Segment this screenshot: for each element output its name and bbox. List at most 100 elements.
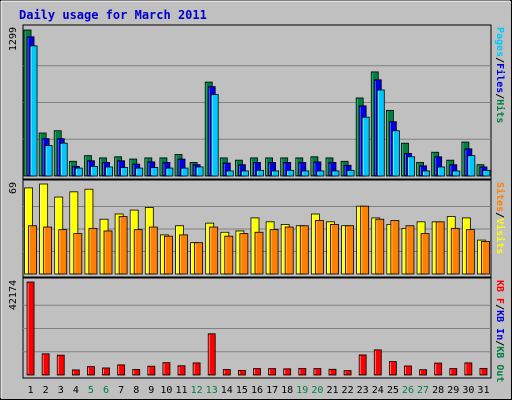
bar (118, 216, 128, 275)
x-tick-label: 31 (477, 385, 489, 396)
x-tick-label: 5 (88, 385, 94, 396)
panel-legend: KB F/KB In/KB Out (494, 280, 505, 382)
bar (452, 170, 461, 177)
x-tick-label: 7 (118, 385, 124, 396)
bar (361, 116, 370, 177)
bar (209, 226, 219, 275)
bar (150, 167, 159, 177)
panel-kbytes: 42174 KB F/KB In/KB Out (8, 277, 505, 382)
bar (192, 362, 201, 376)
bar (148, 226, 158, 275)
bar (482, 169, 491, 177)
legend-entry: / (494, 57, 505, 63)
bar (358, 354, 367, 376)
x-tick-label: 27 (417, 385, 429, 396)
x-tick-label: 4 (73, 385, 79, 396)
bar (314, 220, 324, 275)
bar (375, 218, 385, 275)
bar (105, 166, 113, 177)
bar (299, 225, 309, 275)
bar (90, 165, 98, 177)
bar (298, 367, 307, 376)
bar (133, 229, 143, 275)
bar (59, 142, 68, 177)
bar (41, 353, 50, 376)
x-tick-label: 18 (281, 385, 293, 396)
bar (301, 170, 310, 177)
bar (43, 226, 53, 275)
bar (464, 362, 473, 376)
bar (407, 156, 415, 177)
x-tick-label: 6 (103, 385, 109, 396)
bar (195, 166, 204, 177)
bar (210, 94, 219, 177)
bar (284, 226, 294, 275)
bar (346, 169, 355, 177)
bar (26, 281, 35, 376)
bar (29, 45, 38, 177)
bar (404, 365, 412, 376)
x-tick-label: 21 (326, 385, 338, 396)
x-tick-label: 19 (296, 385, 308, 396)
bar (449, 368, 458, 376)
bar (271, 170, 279, 177)
bar (437, 166, 446, 177)
bar (286, 169, 295, 177)
bar (102, 367, 110, 376)
bar (135, 167, 144, 177)
bar (373, 349, 382, 376)
bar (56, 354, 65, 376)
bar (481, 240, 490, 275)
x-tick-label: 3 (58, 385, 64, 396)
bar (376, 89, 385, 177)
bar (253, 368, 261, 376)
x-axis-tick-labels: 1 2 3 4 5 6 7 8 9 10 11 12 13 14 15 16 17 18 19 20 21 22 23 24 2… (28, 385, 490, 396)
bar (388, 361, 397, 376)
bar (241, 170, 249, 177)
panel-max-label: 42174 (8, 280, 19, 310)
bar (313, 368, 322, 376)
bar (479, 367, 488, 376)
legend-entry: KB In (494, 310, 505, 340)
bar (71, 369, 80, 376)
legend-entry: Hits (494, 99, 506, 123)
bar (391, 130, 400, 177)
bar (283, 368, 292, 376)
series-pages (29, 45, 491, 177)
bar (360, 205, 370, 275)
bar (103, 230, 113, 275)
bar (87, 366, 95, 376)
x-tick-label: 20 (311, 385, 323, 396)
panel-visits-sites: 69 Sites/Visits (8, 179, 506, 278)
legend-entry: / (494, 340, 505, 346)
bar (73, 233, 83, 275)
x-tick-label: 23 (357, 385, 369, 396)
panel-hits-files-pages: 1299 Pages/Files/Hits (8, 24, 506, 180)
bar (194, 242, 204, 275)
x-tick-label: 13 (206, 385, 218, 396)
bar (88, 227, 98, 275)
series-sites (28, 205, 490, 275)
bar (450, 227, 460, 275)
x-tick-label: 25 (387, 385, 399, 396)
bar (74, 167, 83, 177)
x-tick-label: 11 (175, 385, 187, 396)
bar (405, 225, 415, 275)
bar (345, 225, 354, 275)
bar (117, 364, 126, 376)
x-tick-label: 30 (462, 385, 474, 396)
bar (147, 365, 156, 376)
bar (165, 167, 174, 177)
panel-max-label: 1299 (8, 27, 19, 51)
bar (120, 167, 129, 177)
bar (419, 369, 427, 376)
x-tick-label: 2 (43, 385, 49, 396)
legend-entry: / (494, 304, 505, 310)
bar (179, 234, 188, 275)
x-tick-label: 12 (191, 385, 203, 396)
bar (434, 362, 443, 376)
bar (239, 233, 249, 275)
bar (390, 220, 400, 275)
x-tick-label: 9 (148, 385, 154, 396)
